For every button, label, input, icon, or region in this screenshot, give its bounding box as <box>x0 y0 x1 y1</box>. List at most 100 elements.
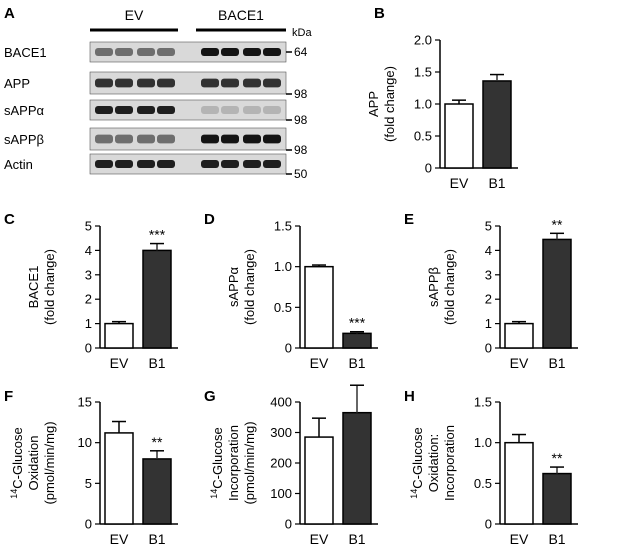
y-tick-label: 0 <box>485 341 492 356</box>
y-tick-label: 1.5 <box>474 395 492 410</box>
y-tick-label: 0 <box>425 161 432 176</box>
blot-strip <box>89 99 287 121</box>
blot-band <box>137 106 155 114</box>
y-axis-label-line: 14C-Glucose <box>409 427 425 498</box>
blot-band <box>95 134 113 144</box>
chart-panel-h: 0 0.5 1.0 1.5 EV B1 ** 14C-Glucose Oxidation: Inc… <box>409 395 578 546</box>
blot-band <box>95 78 113 88</box>
bar-ev <box>104 322 134 349</box>
blot-band <box>157 48 175 56</box>
significance-label: ** <box>552 450 563 466</box>
y-tick-label: 3 <box>85 267 92 282</box>
significance-label: *** <box>349 315 366 331</box>
significance-label: *** <box>149 227 166 243</box>
chart-panel-e: 0 1 2 3 4 5 EV B1 ** sAPPβ (fold change) <box>426 216 578 371</box>
blot-band <box>115 48 133 56</box>
blot-marker-label: 98 <box>294 143 308 157</box>
blot-band <box>263 160 281 168</box>
panel-letter-e: E <box>404 211 414 228</box>
y-tick-label: 0.5 <box>274 300 292 315</box>
blot-band <box>137 160 155 168</box>
chart-panel-c: 0 1 2 3 4 5 EV B1 *** BACE1 (fold change) <box>26 219 178 371</box>
y-axis-label-line: Incorporation <box>442 425 457 501</box>
bar-ev <box>504 322 534 349</box>
western-blot-panel: EV BACE1 kDa BACE1 64 APP 98 sAPPα 98 sAPPβ 98 Acti… <box>4 7 312 181</box>
y-tick-label: 1.5 <box>274 219 292 234</box>
y-axis-label-line: (fold change) <box>242 249 257 325</box>
y-tick-label: 5 <box>85 476 92 491</box>
blot-band <box>201 134 219 144</box>
bar-b1 <box>342 332 372 349</box>
blot-band <box>95 48 113 56</box>
blot-band <box>263 106 281 114</box>
panel-letters: A B C D E F G H <box>4 5 415 405</box>
y-tick-label: 3 <box>485 267 492 282</box>
blot-group-label: BACE1 <box>218 7 264 23</box>
y-tick-label: 1.5 <box>414 65 432 80</box>
blot-band <box>221 160 239 168</box>
bar-b1 <box>142 249 172 349</box>
x-tick-label: EV <box>450 175 469 191</box>
blot-band <box>157 134 175 144</box>
blot-band <box>95 106 113 114</box>
y-axis-label-line: (fold change) <box>442 249 457 325</box>
blot-band <box>157 78 175 88</box>
y-axis-label-line: Incorporation <box>226 425 241 501</box>
y-tick-label: 1.0 <box>414 97 432 112</box>
chart-panel-d: 0 0.5 1.0 1.5 EV B1 *** sAPPα (fold change) <box>226 219 378 371</box>
blot-row-label: APP <box>4 76 30 91</box>
blot-marker-label: 98 <box>294 87 308 101</box>
blot-strip <box>89 71 287 95</box>
blot-kda-title: kDa <box>292 27 312 39</box>
y-axis-label-line: sAPPα <box>226 267 241 308</box>
blot-band <box>221 78 239 88</box>
significance-label: ** <box>552 216 563 232</box>
y-axis-label-line: Oxidation: <box>426 434 441 493</box>
panel-letter-h: H <box>404 388 415 405</box>
chart-panel-f: 0 5 10 15 EV B1 ** 14C-Glucose Oxidation (pmol/mi… <box>9 395 178 546</box>
y-tick-label: 4 <box>485 243 492 258</box>
blot-band <box>95 160 113 168</box>
blot-band <box>201 160 219 168</box>
blot-row-label: sAPPα <box>4 103 45 118</box>
y-tick-label: 100 <box>270 486 292 501</box>
blot-row-label: sAPPβ <box>4 132 44 147</box>
y-axis-label-line: BACE1 <box>26 266 41 309</box>
panel-letter-g: G <box>204 388 216 405</box>
y-tick-label: 0 <box>485 517 492 532</box>
bar-b1 <box>542 472 572 525</box>
y-tick-label: 2 <box>85 292 92 307</box>
blot-band <box>157 160 175 168</box>
y-tick-label: 300 <box>270 425 292 440</box>
blot-band <box>201 48 219 56</box>
y-tick-label: 1 <box>85 316 92 331</box>
y-tick-label: 4 <box>85 243 92 258</box>
blot-band <box>201 78 219 88</box>
blot-band <box>243 48 261 56</box>
blot-band <box>221 106 239 114</box>
blot-marker-label: 64 <box>294 45 308 59</box>
y-axis-label-line: (fold change) <box>382 66 397 142</box>
blot-band <box>115 106 133 114</box>
chart-panel-g: 0 100 200 300 400 EV B1 14C-Glucose Incorporatio… <box>209 384 378 546</box>
y-tick-label: 1.0 <box>474 435 492 450</box>
blot-band <box>115 160 133 168</box>
y-tick-label: 0.5 <box>414 129 432 144</box>
y-axis-label-line: 14C-Glucose <box>209 427 225 498</box>
x-tick-label: B1 <box>548 355 565 371</box>
y-axis-label-line: sAPPβ <box>426 267 441 307</box>
x-tick-label: EV <box>310 531 329 546</box>
bar-ev <box>444 103 474 169</box>
y-axis-label-line: Oxidation <box>26 436 41 491</box>
bar-b1 <box>142 458 172 525</box>
chart-panel-b: 0 0.5 1.0 1.5 2.0 EV B1 APP (fold change) <box>366 33 518 191</box>
blot-band <box>263 134 281 144</box>
bar-ev <box>304 436 334 525</box>
bar-b1 <box>342 411 372 525</box>
blot-band <box>243 134 261 144</box>
y-axis-label-line: APP <box>366 91 381 117</box>
x-tick-label: B1 <box>488 175 505 191</box>
y-tick-label: 1 <box>485 316 492 331</box>
